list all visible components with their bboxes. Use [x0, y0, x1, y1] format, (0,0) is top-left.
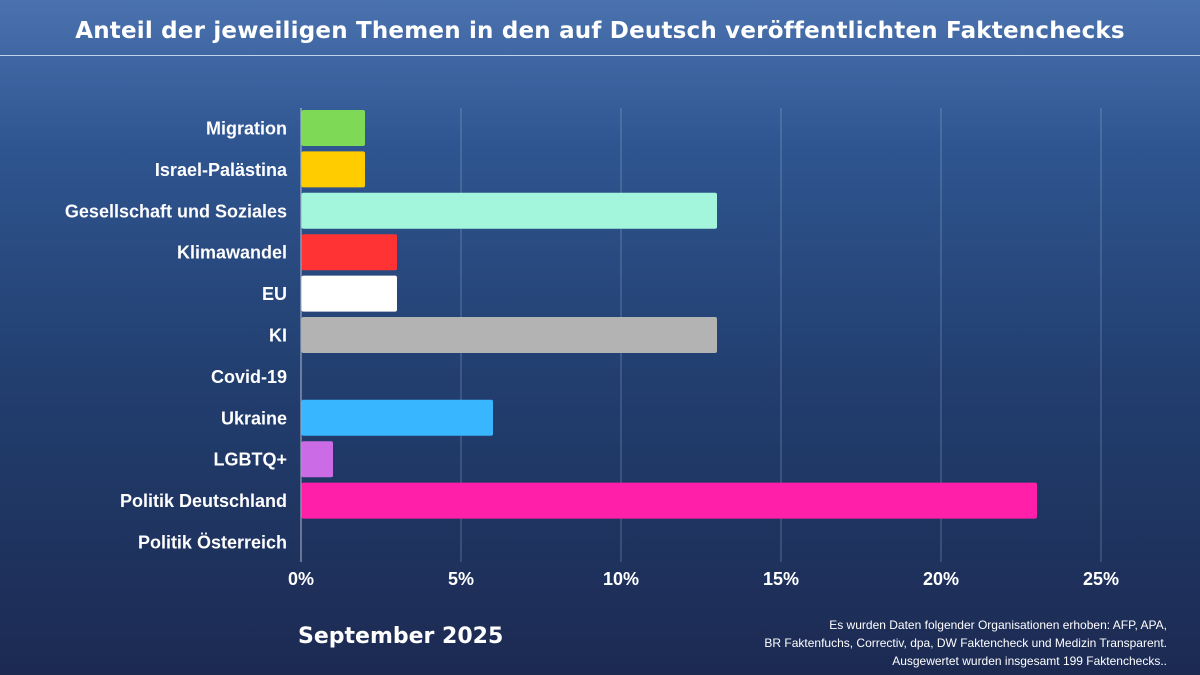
bar-1 [301, 151, 365, 188]
month-label: September 2025 [298, 624, 504, 649]
chart-title: Anteil der jeweiligen Themen in den auf … [75, 18, 1125, 44]
bar-5 [301, 317, 717, 353]
category-label: Israel-Palästina [155, 160, 288, 180]
category-label: Politik Deutschland [120, 491, 287, 511]
category-label: KI [269, 326, 287, 346]
category-label: Gesellschaft und Soziales [65, 201, 287, 221]
source-line: Es wurden Daten folgender Organisationen… [829, 618, 1167, 632]
x-tick-label: 5% [448, 569, 474, 589]
source-line: Ausgewertet wurden insgesamt 199 Faktenc… [892, 654, 1167, 668]
x-tick-label: 0% [288, 569, 314, 589]
bar-2 [301, 192, 717, 229]
bar-7 [301, 399, 493, 436]
category-label: LGBTQ+ [213, 450, 287, 470]
source-note: Es wurden Daten folgender Organisationen… [764, 616, 1167, 670]
category-label: Covid-19 [211, 367, 287, 387]
x-tick-label: 20% [923, 569, 959, 589]
category-label: EU [262, 284, 287, 304]
bar-9 [301, 482, 1037, 519]
title-divider [0, 55, 1200, 56]
bar-8 [301, 441, 333, 478]
category-label: Klimawandel [177, 243, 287, 263]
bar-3 [301, 234, 397, 271]
x-tick-label: 15% [763, 569, 799, 589]
source-line: BR Faktenfuchs, Correctiv, dpa, DW Fakte… [764, 636, 1167, 650]
category-label: Ukraine [221, 408, 287, 428]
bar-0 [301, 110, 365, 146]
category-label: Politik Österreich [138, 533, 287, 553]
bar-chart: Migration Israel-Palästina Gesellschaft un… [65, 108, 1119, 589]
bar-4 [301, 275, 397, 312]
x-tick-label: 25% [1083, 569, 1119, 589]
x-tick-label: 10% [603, 569, 639, 589]
category-label: Migration [206, 119, 287, 139]
